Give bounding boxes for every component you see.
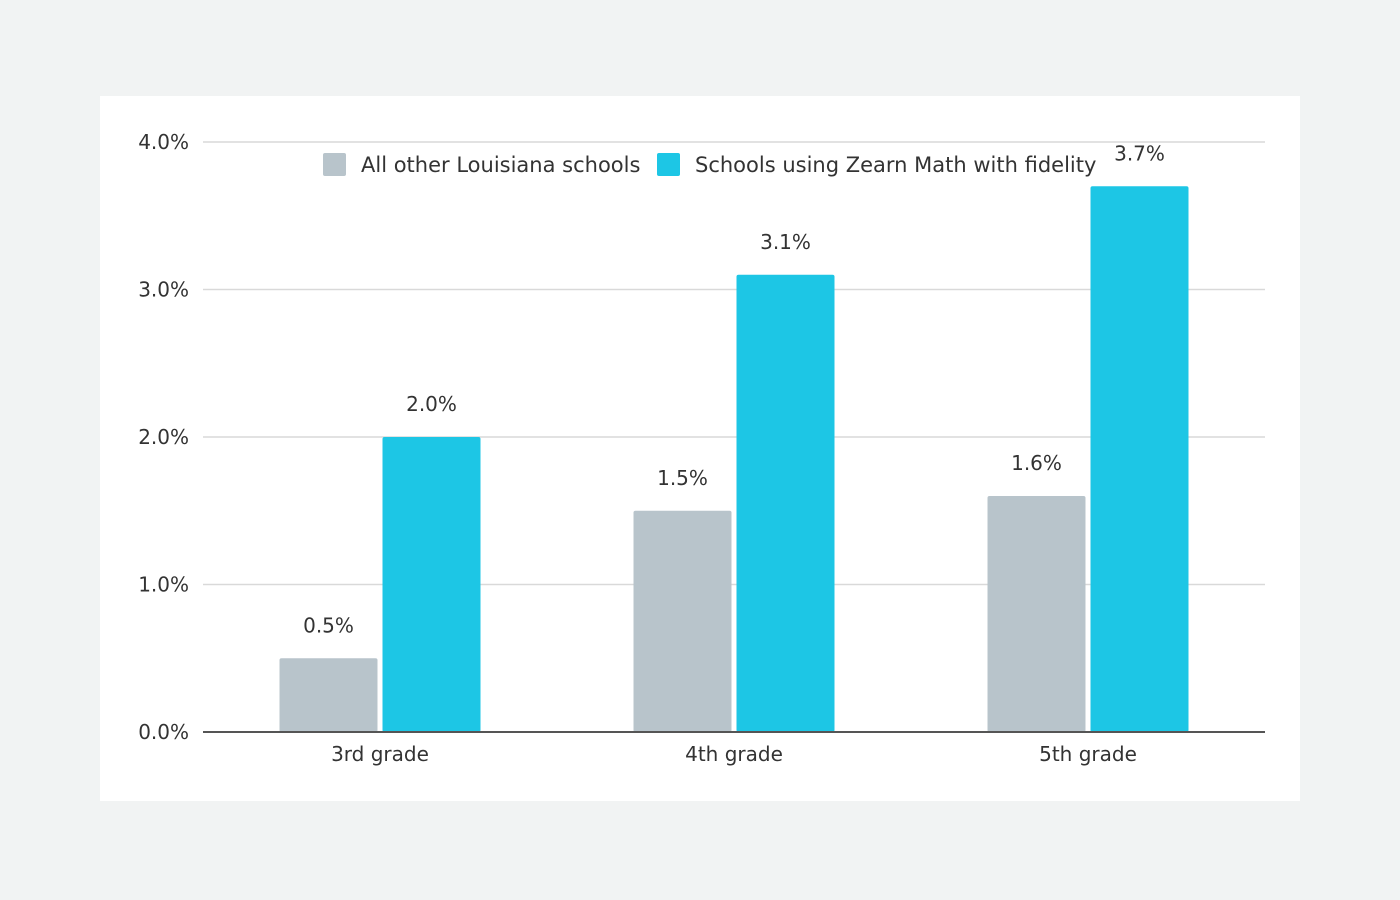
y-tick-label: 3.0% bbox=[138, 278, 189, 302]
data-label: 1.6% bbox=[1011, 451, 1062, 475]
y-tick-label: 4.0% bbox=[138, 130, 189, 154]
legend-swatch bbox=[323, 153, 346, 176]
bar-zearn-schools bbox=[1090, 186, 1189, 732]
bar-other-schools bbox=[633, 510, 732, 732]
bar-other-schools bbox=[279, 658, 378, 732]
bar-zearn-schools bbox=[736, 274, 835, 732]
data-label: 2.0% bbox=[406, 392, 457, 416]
bar-zearn-schools bbox=[382, 437, 481, 732]
legend-swatch bbox=[657, 153, 680, 176]
bar-chart: 0.0% 1.0% 2.0% 3.0% 4.0% 0.5% 2.0% 3rd grade 1.5… bbox=[138, 130, 1265, 766]
bar-other-schools bbox=[987, 496, 1086, 732]
data-label: 3.1% bbox=[760, 230, 811, 254]
chart-card: 0.0% 1.0% 2.0% 3.0% 4.0% 0.5% 2.0% 3rd grade 1.5… bbox=[100, 96, 1300, 801]
x-category-label: 5th grade bbox=[1039, 742, 1137, 766]
y-tick-label: 0.0% bbox=[138, 720, 189, 744]
data-label: 3.7% bbox=[1114, 141, 1165, 165]
y-tick-label: 1.0% bbox=[138, 573, 189, 597]
legend-label: Schools using Zearn Math with fidelity bbox=[695, 153, 1096, 177]
data-label: 1.5% bbox=[657, 466, 708, 490]
data-label: 0.5% bbox=[303, 613, 354, 637]
x-category-label: 4th grade bbox=[685, 742, 783, 766]
legend-label: All other Louisiana schools bbox=[361, 153, 640, 177]
y-tick-label: 2.0% bbox=[138, 425, 189, 449]
x-category-label: 3rd grade bbox=[331, 742, 429, 766]
